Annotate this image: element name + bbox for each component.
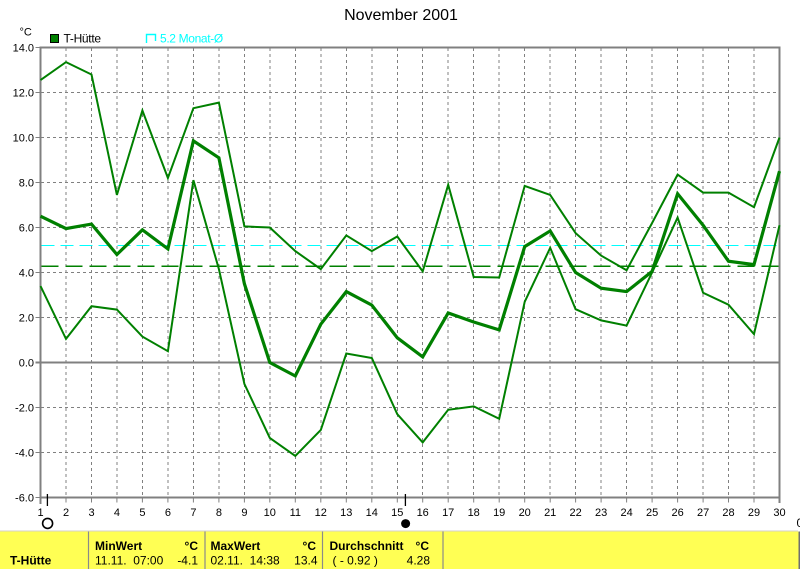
- svg-text:7: 7: [190, 507, 196, 519]
- svg-text:2: 2: [63, 507, 69, 519]
- svg-text:November 2001: November 2001: [344, 7, 458, 24]
- svg-text:2.0: 2.0: [19, 313, 34, 325]
- svg-text:9: 9: [241, 507, 247, 519]
- svg-text:28: 28: [722, 507, 734, 519]
- svg-text:29: 29: [748, 507, 760, 519]
- svg-text:30: 30: [773, 507, 785, 519]
- svg-text:T-Hütte: T-Hütte: [10, 554, 52, 568]
- svg-text:10: 10: [264, 507, 276, 519]
- svg-text:16: 16: [417, 507, 429, 519]
- svg-text:23: 23: [595, 507, 607, 519]
- svg-text:8.0: 8.0: [19, 178, 34, 190]
- svg-text:02.11. 14:38: 02.11. 14:38: [211, 554, 280, 568]
- svg-text:MaxWert: MaxWert: [211, 539, 261, 553]
- svg-text:1: 1: [37, 507, 43, 519]
- svg-text:0: 0: [797, 516, 800, 530]
- svg-text:MinWert: MinWert: [95, 539, 142, 553]
- svg-text:14.0: 14.0: [13, 43, 34, 55]
- svg-text:12: 12: [315, 507, 327, 519]
- svg-text:°C: °C: [416, 539, 430, 553]
- svg-text:22: 22: [569, 507, 581, 519]
- svg-text:T-Hütte: T-Hütte: [64, 32, 102, 46]
- svg-text:11.11. 07:00: 11.11. 07:00: [95, 554, 164, 568]
- svg-text:19: 19: [493, 507, 505, 519]
- svg-text:27: 27: [697, 507, 709, 519]
- svg-text:-6.0: -6.0: [15, 493, 34, 505]
- svg-text:25: 25: [646, 507, 658, 519]
- svg-text:10.0: 10.0: [13, 133, 34, 145]
- svg-text:Durchschnitt: Durchschnitt: [330, 539, 404, 553]
- svg-text:( - 0.92 ): ( - 0.92 ): [333, 554, 378, 568]
- svg-text:20: 20: [519, 507, 531, 519]
- svg-text:15: 15: [391, 507, 403, 519]
- svg-text:°C: °C: [20, 27, 32, 39]
- svg-text:14: 14: [366, 507, 378, 519]
- svg-text:8: 8: [216, 507, 222, 519]
- svg-text:4.0: 4.0: [19, 268, 34, 280]
- svg-text:18: 18: [468, 507, 480, 519]
- svg-text:5.2 Monat-Ø: 5.2 Monat-Ø: [160, 32, 223, 46]
- svg-text:17: 17: [442, 507, 454, 519]
- svg-text:0.0: 0.0: [19, 358, 34, 370]
- svg-text:4.28: 4.28: [407, 554, 431, 568]
- svg-text:6: 6: [165, 507, 171, 519]
- svg-text:-4.1: -4.1: [177, 554, 198, 568]
- svg-text:26: 26: [671, 507, 683, 519]
- svg-text:3: 3: [88, 507, 94, 519]
- svg-text:4: 4: [114, 507, 120, 519]
- svg-text:-4.0: -4.0: [15, 448, 34, 460]
- svg-text:13.4: 13.4: [294, 554, 318, 568]
- svg-text:24: 24: [620, 507, 632, 519]
- svg-text:6.0: 6.0: [19, 223, 34, 235]
- svg-text:13: 13: [340, 507, 352, 519]
- svg-text:-2.0: -2.0: [15, 403, 34, 415]
- svg-text:12.0: 12.0: [13, 88, 34, 100]
- svg-text:5: 5: [139, 507, 145, 519]
- svg-text:11: 11: [290, 507, 301, 519]
- svg-text:21: 21: [544, 507, 556, 519]
- svg-text:°C: °C: [303, 539, 317, 553]
- svg-text:°C: °C: [185, 539, 199, 553]
